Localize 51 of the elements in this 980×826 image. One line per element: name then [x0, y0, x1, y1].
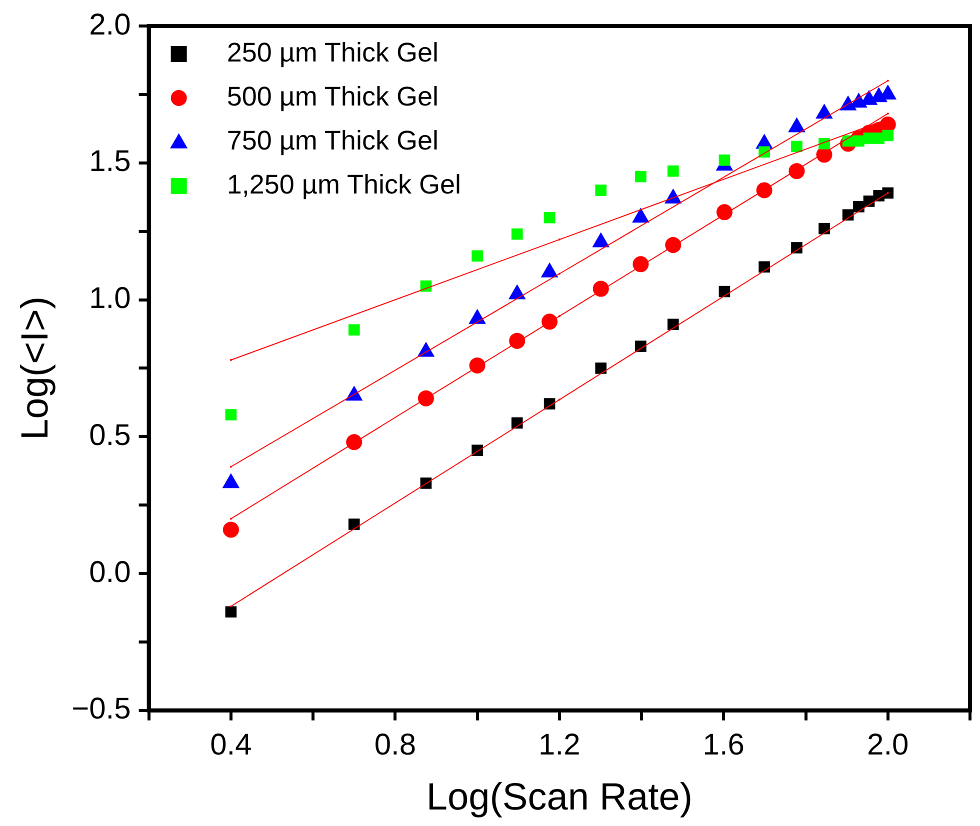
- point: [718, 154, 730, 166]
- point: [544, 212, 556, 224]
- x-tick-label: 2.0: [867, 728, 909, 762]
- point: [511, 417, 523, 429]
- point: [348, 324, 360, 336]
- point: [818, 222, 830, 234]
- point: [592, 280, 609, 297]
- legend-label: 500 µm Thick Gel: [226, 81, 438, 112]
- point: [882, 130, 894, 142]
- point: [788, 163, 805, 180]
- y-tick-label: 1.5: [89, 145, 131, 178]
- x-tick-label: 1.6: [702, 728, 745, 762]
- point: [632, 256, 649, 272]
- point: [635, 170, 646, 182]
- point: [509, 332, 526, 349]
- point: [348, 518, 360, 530]
- point: [756, 182, 772, 198]
- point: [853, 135, 864, 147]
- point: [222, 522, 239, 538]
- x-tick-label: 1.2: [538, 728, 580, 762]
- y-tick-label: −0.5: [72, 692, 131, 726]
- point: [225, 409, 237, 420]
- y-axis-title: Log(<I>): [14, 296, 56, 440]
- point: [346, 434, 362, 450]
- point: [595, 362, 607, 374]
- point: [791, 140, 802, 152]
- legend-label: 250 µm Thick Gel: [226, 37, 438, 68]
- y-tick-label: 0.5: [89, 418, 131, 452]
- x-tick-label: 0.8: [374, 728, 416, 762]
- point: [225, 606, 237, 618]
- point: [667, 318, 679, 330]
- point: [667, 165, 679, 177]
- point: [542, 314, 558, 330]
- point: [418, 390, 434, 406]
- legend-label: 1,250 µm Thick Gel: [226, 169, 461, 200]
- y-tick-label: 0.0: [89, 556, 131, 589]
- point: [716, 204, 732, 220]
- point: [469, 357, 486, 374]
- point: [665, 237, 682, 254]
- point: [818, 138, 830, 150]
- x-axis-title: Log(Scan Rate): [426, 776, 692, 819]
- y-tick-label: 2.0: [89, 8, 131, 42]
- point: [882, 187, 894, 199]
- point: [511, 228, 523, 240]
- legend-label: 750 µm Thick Gel: [226, 125, 438, 156]
- x-tick-label: 0.4: [210, 728, 252, 762]
- point: [758, 261, 770, 273]
- point: [472, 250, 483, 262]
- point: [595, 184, 607, 196]
- point: [791, 242, 802, 254]
- y-tick-label: 1.0: [89, 282, 131, 316]
